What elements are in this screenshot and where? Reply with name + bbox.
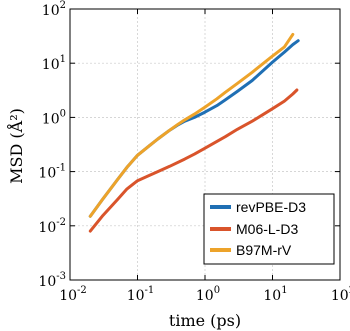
tick-marks — [69, 8, 341, 281]
series-line-m06-l-d3 — [88, 88, 299, 233]
x-tick-label: 101 — [263, 285, 287, 304]
x-tick-label: 10-1 — [127, 285, 155, 304]
y-tick-label: 102 — [42, 0, 66, 19]
x-axis-title: time (ps) — [169, 311, 241, 330]
y-tick-labels: 10-3 10-2 10-1 100 101 102 — [38, 0, 66, 290]
y-tick-label: 101 — [42, 54, 66, 73]
y-tick-label: 10-1 — [38, 163, 66, 182]
legend-label-m06-l-d3: M06-L-D3 — [236, 221, 298, 237]
x-tick-labels: 10-2 10-1 100 101 102 — [59, 285, 350, 304]
y-tick-label: 10-3 — [38, 271, 66, 290]
y-tick-label: 10-2 — [38, 217, 66, 236]
x-tick-label: 102 — [331, 285, 350, 304]
legend-label-revpbe-d3: revPBE-D3 — [236, 199, 306, 215]
x-tick-label: 100 — [196, 285, 220, 304]
y-axis-title: MSD (Å²) — [6, 108, 26, 184]
y-tick-label: 100 — [42, 108, 66, 127]
legend: revPBE-D3 M06-L-D3 B97M-rV — [203, 193, 335, 265]
x-tick-label: 10-2 — [59, 285, 87, 304]
legend-label-b97m-rv: B97M-rV — [236, 242, 292, 258]
series-lines — [88, 32, 300, 233]
series-line-b97m-rv — [88, 32, 295, 218]
